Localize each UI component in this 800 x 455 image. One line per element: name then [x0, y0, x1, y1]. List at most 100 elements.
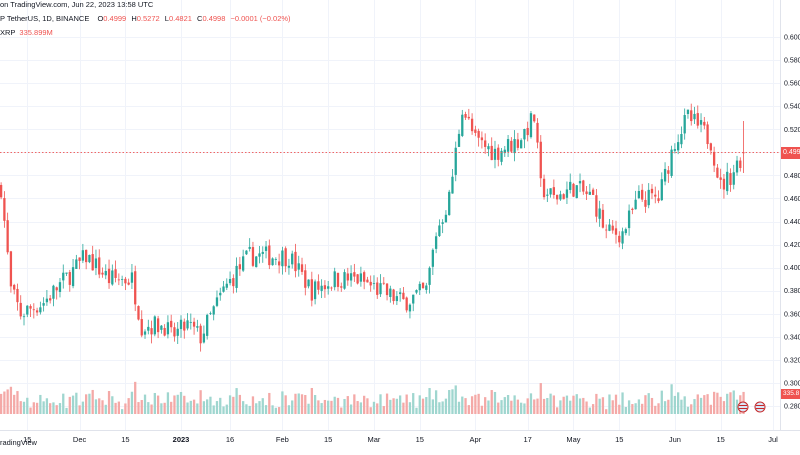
- volume-bar: [369, 407, 372, 414]
- volume-bar: [156, 395, 160, 414]
- candle-body: [294, 251, 297, 272]
- volume-bar: [241, 401, 245, 414]
- candle-body: [392, 289, 395, 302]
- volume-bar: [323, 399, 327, 414]
- candle-body: [542, 178, 546, 198]
- time-tick-label: 2023: [173, 435, 190, 444]
- volume-bar: [533, 399, 536, 414]
- volume-bar: [582, 397, 585, 414]
- volume-bar: [677, 392, 680, 414]
- candle-body: [395, 296, 399, 302]
- candle-body: [575, 185, 578, 199]
- ohlc-low-label: L: [164, 14, 169, 23]
- volume-bar: [510, 400, 513, 414]
- candle-body: [45, 298, 49, 303]
- candle-body: [536, 122, 539, 143]
- candle-body: [510, 140, 513, 152]
- ohlc-open-value: 0.4999: [103, 14, 127, 23]
- candle-body: [470, 118, 474, 132]
- volume-bar: [641, 403, 644, 414]
- candle-body: [657, 198, 660, 202]
- volume-bar: [621, 392, 624, 414]
- volume-bar: [310, 387, 313, 414]
- volume-bar: [52, 402, 55, 414]
- candle-body: [497, 147, 500, 160]
- price-tick-label: 0.460: [784, 196, 800, 203]
- volume-bar: [186, 402, 189, 414]
- candle-body: [268, 245, 271, 266]
- candle-body: [163, 327, 166, 336]
- volume-bar: [333, 396, 336, 414]
- candle-body: [107, 268, 111, 284]
- candle-body: [16, 288, 19, 303]
- volume-bar: [732, 390, 735, 414]
- volume-bar: [245, 404, 248, 414]
- candle-body: [585, 191, 588, 195]
- candle-body: [215, 297, 219, 306]
- volume-bar: [153, 392, 156, 414]
- last-price-tag: 0.499: [781, 147, 800, 159]
- time-axis[interactable]: 15 Dec 15 2023 16 Feb 15 Mar 15 Apr 17 May 15 Jun 15 Ju…: [23, 435, 778, 444]
- candle-body: [608, 224, 611, 231]
- candle-body: [457, 133, 461, 147]
- volume-bar: [624, 406, 627, 414]
- time-tick-label: May: [566, 435, 580, 444]
- price-tick-label: 0.380: [784, 288, 800, 295]
- candle-body: [101, 272, 104, 275]
- volume-bar: [137, 402, 140, 414]
- candle-body: [683, 115, 686, 134]
- candle-body: [605, 229, 608, 231]
- volume-bar: [202, 401, 206, 414]
- candle-body: [438, 225, 441, 237]
- volume-bar: [192, 399, 196, 414]
- volume-bar: [382, 406, 385, 414]
- candle-body: [712, 151, 716, 166]
- volume-bar: [618, 404, 621, 414]
- volume-bar: [392, 398, 395, 414]
- volume-bar: [215, 401, 219, 414]
- candle-body: [441, 222, 444, 224]
- volume-bar: [124, 403, 127, 414]
- volume-bar: [127, 398, 130, 414]
- volume-bar: [228, 395, 232, 414]
- volume-bar: [359, 402, 363, 414]
- candle-body: [196, 326, 199, 328]
- candle-body: [356, 274, 359, 284]
- candle-body: [35, 310, 39, 313]
- volume-bar: [101, 400, 104, 414]
- volume-bar: [660, 390, 663, 414]
- candle-body: [317, 281, 320, 290]
- time-tick-label: Jul: [768, 435, 778, 444]
- volume-bar: [565, 395, 569, 414]
- time-tick-label: 15: [121, 435, 129, 444]
- price-tick-label: 0.520: [784, 127, 800, 134]
- candle-body: [552, 187, 556, 195]
- candle-body: [477, 130, 480, 138]
- us-flag-icon: [754, 401, 766, 413]
- tradingview-brand[interactable]: radingView: [0, 438, 37, 447]
- candle-body: [219, 292, 222, 296]
- volume-bar: [546, 397, 549, 414]
- candle-body: [421, 282, 425, 289]
- candle-body: [75, 259, 78, 269]
- price-tick-label: 0.400: [784, 265, 800, 272]
- candle-body: [258, 253, 261, 257]
- time-tick-label: 15: [23, 435, 31, 444]
- volume-bar: [562, 396, 565, 414]
- candle-body: [546, 194, 549, 196]
- volume-bar: [506, 395, 510, 414]
- candle-body: [340, 286, 343, 288]
- volume-bar: [42, 401, 45, 414]
- candle-body: [513, 139, 516, 154]
- volume-bar: [444, 398, 448, 414]
- candle-body: [78, 257, 81, 261]
- volume-bar: [235, 388, 238, 414]
- volume-bar: [6, 389, 9, 414]
- volume-bar: [13, 394, 16, 414]
- ohlc-close-label: C: [197, 14, 203, 23]
- candle-body: [631, 208, 634, 210]
- candle-body: [647, 189, 650, 206]
- volume-bar: [431, 399, 434, 414]
